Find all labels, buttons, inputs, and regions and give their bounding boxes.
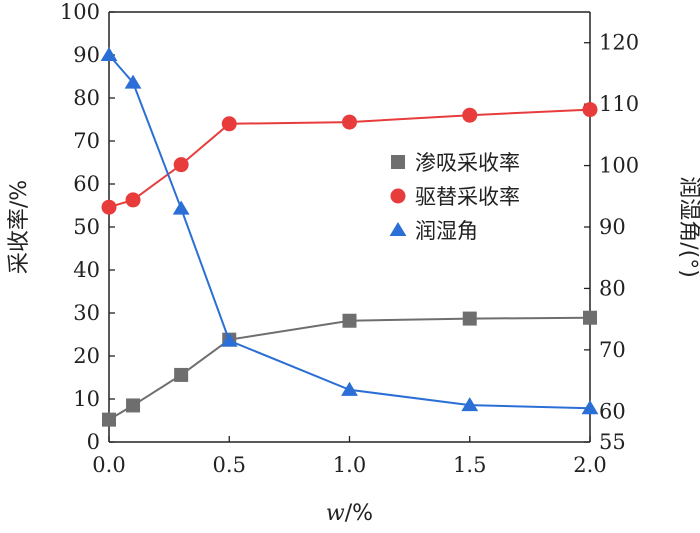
y-tick-label: 100 xyxy=(60,0,100,24)
series-2-point xyxy=(124,74,142,89)
series-0-point xyxy=(174,367,189,382)
y-tick-label: 70 xyxy=(73,129,100,153)
axes: 0 10 20 30 40 50 60 70 80 90 100 55 60 70 80 90 100 110 12… xyxy=(7,0,700,526)
x-axis-variable: w xyxy=(326,501,345,526)
y-tick-label: 80 xyxy=(73,86,100,110)
legend-marker-2 xyxy=(389,221,407,237)
y-tick-label: 90 xyxy=(73,43,100,67)
legend-label-1: 驱替采收率 xyxy=(415,185,520,209)
y2-tick-label: 120 xyxy=(599,31,639,55)
series-line-2 xyxy=(108,54,591,410)
series-2-point xyxy=(220,332,238,347)
x-tick-label: 0.0 xyxy=(92,453,125,477)
series-1-point xyxy=(221,116,237,132)
x-tick-label: 1.5 xyxy=(453,453,486,477)
y-tick-label: 60 xyxy=(73,172,100,196)
legend-marker-0 xyxy=(391,155,405,169)
series-0-point xyxy=(342,313,357,328)
series-1-point xyxy=(101,199,117,215)
y2-tick-label: 70 xyxy=(599,338,626,362)
y2-tick-label: 110 xyxy=(599,92,639,116)
series-2-point xyxy=(100,46,118,62)
y2-axis-title: 润湿角/(°) xyxy=(676,176,700,278)
y2-tick-label: 55 xyxy=(599,430,626,454)
series-0-point xyxy=(583,310,597,325)
series-1-point xyxy=(173,157,189,173)
y-axis-title: 采收率/% xyxy=(7,180,32,274)
x-axis-unit: /% xyxy=(345,501,373,526)
y-tick-label: 0 xyxy=(87,430,100,454)
legend-label-0: 渗吸采收率 xyxy=(415,151,520,175)
series-2-point xyxy=(581,400,599,415)
y2-tick-label: 80 xyxy=(599,276,626,300)
series-2-point xyxy=(341,381,358,396)
x-tick-label: 0.5 xyxy=(213,453,246,477)
series-0-point xyxy=(126,398,141,413)
series-0-point xyxy=(462,311,477,326)
y-tick-label: 40 xyxy=(73,258,100,282)
series-1-point xyxy=(582,102,598,118)
y-tick-label: 50 xyxy=(73,215,100,239)
series-1-point xyxy=(462,107,478,123)
series-2-point xyxy=(461,397,479,412)
y-tick-label: 10 xyxy=(73,387,100,411)
y-tick-label: 30 xyxy=(73,301,100,325)
series-layer xyxy=(100,46,599,427)
series-2-point xyxy=(172,200,190,215)
series-1-point xyxy=(125,192,141,208)
x-tick-label: 2.0 xyxy=(573,453,606,477)
x-axis-title: w/% xyxy=(326,501,373,526)
y2-tick-label: 60 xyxy=(599,399,626,423)
y-tick-label: 20 xyxy=(73,344,100,368)
legend-label-2: 润湿角 xyxy=(415,219,478,243)
series-0-point xyxy=(102,412,116,427)
y2-tick-label: 90 xyxy=(599,215,626,239)
y2-tick-label: 100 xyxy=(599,154,639,178)
series-1-point xyxy=(342,114,357,130)
legend-marker-1 xyxy=(390,188,406,204)
x-tick-label: 1.0 xyxy=(333,453,366,477)
